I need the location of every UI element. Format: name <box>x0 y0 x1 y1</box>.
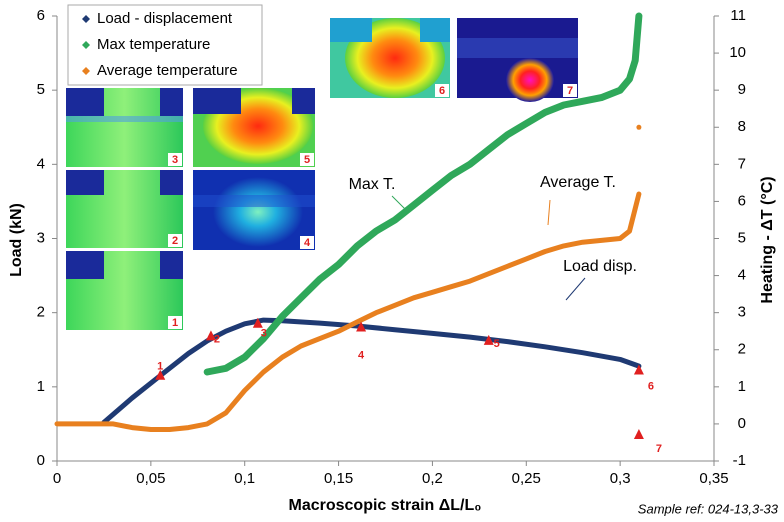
annotation-leader <box>547 199 551 226</box>
y2-axis-title: Heating - ΔT (°C) <box>759 176 776 303</box>
inset-label: 7 <box>567 85 573 97</box>
thermal-image: 3 <box>66 88 183 167</box>
marker-label: 3 <box>261 328 267 340</box>
legend-swatch <box>82 41 90 49</box>
thermal-image: 1 <box>66 251 183 330</box>
marker <box>356 321 367 332</box>
legend-label: Max temperature <box>97 36 210 53</box>
y2-tick-label: -1 <box>733 452 746 469</box>
inset-label: 3 <box>172 154 178 166</box>
series-line <box>101 317 642 425</box>
marker-label: 7 <box>656 443 662 455</box>
annotation-leader <box>391 195 409 213</box>
y-tick-label: 3 <box>37 229 45 246</box>
y2-tick-label: 2 <box>738 341 746 358</box>
y-tick-label: 1 <box>37 378 45 395</box>
y2-tick-label: 10 <box>729 44 746 61</box>
y2-tick-label: 7 <box>738 155 746 172</box>
thermal-image: 4 <box>193 170 315 250</box>
footnote: Sample ref: 024-13,3-33 <box>638 501 779 516</box>
marker <box>205 330 216 341</box>
marker <box>633 429 644 440</box>
x-tick-label: 0,3 <box>610 470 631 487</box>
y2-tick-label: 8 <box>738 118 746 135</box>
annotation: Load disp. <box>563 258 637 275</box>
y2-tick-label: 11 <box>730 7 746 24</box>
thermal-image: 5 <box>193 88 315 167</box>
annotation: Max T. <box>349 176 396 193</box>
x-tick-label: 0,05 <box>136 470 165 487</box>
thermal-image: 6 <box>330 18 450 98</box>
marker <box>252 317 263 328</box>
thermal-images: 3 5 2 4 1 6 7 <box>66 18 578 330</box>
y2-tick-label: 1 <box>738 378 746 395</box>
marker <box>155 369 166 380</box>
annotation-leader <box>565 277 586 301</box>
legend-swatch <box>82 15 90 23</box>
marker-label: 2 <box>214 333 220 345</box>
marker <box>483 334 494 345</box>
y-axis-title: Load (kN) <box>8 203 25 277</box>
thermal-image: 7 <box>457 18 578 102</box>
marker <box>633 364 644 375</box>
y-tick-label: 0 <box>37 452 45 469</box>
legend: Load - displacement Max temperature Averag… <box>67 4 263 86</box>
series-line <box>203 12 643 376</box>
x-tick-label: 0,35 <box>699 470 728 487</box>
x-tick-label: 0,2 <box>422 470 443 487</box>
marker-label: 1 <box>157 361 163 373</box>
series-line <box>54 191 642 432</box>
inset-label: 6 <box>439 85 445 97</box>
y2-tick-label: 5 <box>738 229 746 246</box>
x-axis-title: Macroscopic strain ΔL/L₀ <box>289 497 482 514</box>
x-tick-label: 0,25 <box>512 470 541 487</box>
y2-tick-label: 6 <box>738 192 746 209</box>
inset-label: 1 <box>172 317 178 329</box>
legend-label: Load - displacement <box>97 10 233 27</box>
inset-label: 2 <box>172 235 178 247</box>
thermal-image: 2 <box>66 170 183 248</box>
legend-label: Average temperature <box>97 62 238 79</box>
inset-label: 4 <box>304 237 311 249</box>
marker-label: 4 <box>358 349 365 361</box>
y2-tick-label: 4 <box>738 267 746 284</box>
x-tick-label: 0,15 <box>324 470 353 487</box>
y2-tick-label: 3 <box>738 304 746 321</box>
y-tick-label: 4 <box>37 155 45 172</box>
y-tick-label: 5 <box>37 81 45 98</box>
y2-tick-label: 0 <box>738 415 746 432</box>
marker-label: 6 <box>648 380 654 392</box>
y-tick-label: 6 <box>37 7 45 24</box>
x-tick-label: 0,1 <box>234 470 255 487</box>
legend-swatch <box>82 67 90 75</box>
x-tick-label: 0 <box>53 470 61 487</box>
annotation: Average T. <box>540 174 616 191</box>
legend-box <box>67 4 263 86</box>
y-tick-label: 2 <box>37 304 45 321</box>
inset-label: 5 <box>304 154 310 166</box>
marker-label: 5 <box>494 338 500 350</box>
y2-tick-label: 9 <box>738 81 746 98</box>
